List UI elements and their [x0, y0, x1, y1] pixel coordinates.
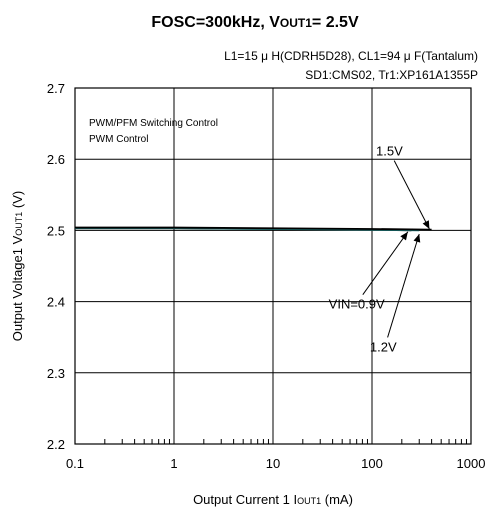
- chart-title: FOSC=300kHz, VOUT1= 2.5V: [151, 14, 359, 31]
- chart-title-prefix: FOSC=300kHz, V: [151, 14, 280, 31]
- y-axis-label-prefix: Output Voltage1 V: [10, 235, 25, 341]
- y-tick-label: 2.5: [47, 223, 65, 238]
- legend-text-1: PWM/PFM Switching Control: [89, 118, 218, 129]
- series-line: [75, 226, 432, 231]
- y-tick-label: 2.4: [47, 295, 65, 310]
- y-axis-label: Output Voltage1 VOUT1 (V): [10, 191, 25, 342]
- annotation-arrow-line: [387, 233, 420, 338]
- annotation-arrow-line: [393, 160, 430, 230]
- condition-line-1: L1=15 μ H(CDRH5D28), CL1=94 μ F(Tantalum…: [224, 49, 478, 63]
- x-tick-label: 100: [361, 456, 383, 471]
- y-axis-label-suffix: (V): [10, 191, 25, 212]
- condition-line-2: SD1:CMS02, Tr1:XP161A1355P: [305, 68, 478, 82]
- y-tick-label: 2.3: [47, 366, 65, 381]
- x-axis-label: Output Current 1 IOUT1 (mA): [193, 492, 353, 507]
- y-tick-labels: 2.2 2.3 2.4 2.5 2.6 2.7: [47, 81, 65, 452]
- legend-text-2: PWM Control: [89, 134, 148, 145]
- grid: [75, 88, 471, 444]
- annotation-label: 1.2V: [370, 339, 397, 354]
- plot-frame: [74, 87, 472, 445]
- x-tick-label: 1000: [457, 456, 486, 471]
- y-axis-label-sub: OUT1: [14, 212, 24, 236]
- x-tick-label: 0.1: [66, 456, 84, 471]
- x-tick-labels: 0.1 1 10 100 1000: [66, 456, 486, 471]
- x-tick-label: 10: [266, 456, 280, 471]
- minor-ticks: [104, 439, 467, 444]
- chart-title-sub: OUT1: [280, 16, 312, 30]
- annotation-label: VIN=0.9V: [329, 297, 385, 312]
- annotations: 1.5V VIN=0.9V 1.2V: [329, 144, 430, 354]
- y-tick-label: 2.2: [47, 437, 65, 452]
- chart-title-suffix: = 2.5V: [312, 14, 359, 31]
- annotation-arrowhead: [413, 233, 421, 243]
- x-axis-label-prefix: Output Current 1 I: [193, 492, 297, 507]
- x-axis-label-suffix: (mA): [321, 492, 353, 507]
- annotation-label: 1.5V: [376, 144, 403, 159]
- series-lines: [75, 226, 432, 232]
- annotation-arrowhead: [400, 231, 408, 241]
- y-tick-label: 2.7: [47, 81, 65, 96]
- x-axis-label-sub: OUT1: [297, 496, 321, 506]
- annotation-arrow-line: [362, 231, 409, 296]
- x-tick-label: 1: [170, 456, 177, 471]
- annotation-arrowhead: [422, 220, 430, 229]
- y-tick-label: 2.6: [47, 152, 65, 167]
